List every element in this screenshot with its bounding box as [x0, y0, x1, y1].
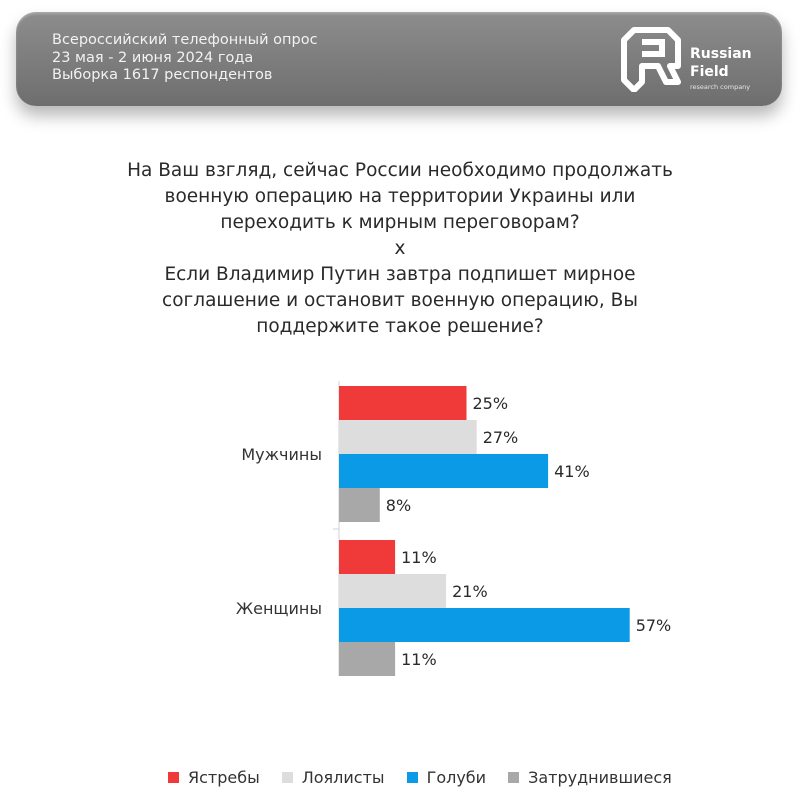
question-line: военную операцию на территории Украины и…	[164, 186, 636, 207]
survey-type: Всероссийский телефонный опрос	[52, 32, 318, 48]
data-label: 21%	[452, 582, 488, 601]
data-label: 8%	[386, 496, 411, 515]
survey-info: Всероссийский телефонный опрос 23 мая - …	[52, 32, 318, 85]
russian-field-logo: Russian Field research company	[620, 26, 770, 92]
question-line: переходить к мирным переговорам?	[220, 212, 580, 233]
legend-label: Лоялисты	[301, 767, 385, 787]
logo-tagline: research company	[690, 83, 751, 91]
survey-header: Всероссийский телефонный опрос 23 мая - …	[16, 12, 782, 106]
legend-item: Голуби	[406, 767, 487, 787]
bar	[339, 488, 380, 522]
category-label: Мужчины	[241, 445, 322, 464]
data-label: 57%	[636, 616, 672, 635]
question-cross-sign: х	[394, 238, 406, 259]
category-label: Женщины	[236, 599, 322, 618]
data-label: 11%	[401, 650, 437, 669]
legend-swatch	[508, 771, 520, 783]
bar-chart: Мужчины 25% 27% 41% 8% Женщины 11% 21% 57% 11%	[236, 381, 672, 676]
bar	[339, 540, 396, 574]
data-label: 11%	[401, 548, 437, 567]
chart-legend: Ястребы Лоялисты Голуби Затруднившиеся	[168, 765, 694, 789]
logo-name-line1: Russian	[690, 46, 752, 62]
legend-label: Ястребы	[188, 767, 260, 787]
bar	[339, 642, 396, 676]
question-line: Если Владимир Путин завтра подпишет мирн…	[164, 264, 636, 285]
legend-swatch	[168, 771, 179, 783]
bar	[339, 608, 630, 642]
data-label: 25%	[473, 394, 509, 413]
legend-item: Затруднившиеся	[508, 768, 672, 787]
data-label: 41%	[554, 462, 590, 481]
logo-name-line2: Field	[690, 64, 729, 80]
bar	[339, 454, 549, 488]
legend-swatch	[406, 771, 418, 783]
survey-sample: Выборка 1617 респондентов	[52, 67, 273, 83]
data-label: 27%	[483, 428, 519, 447]
bar	[339, 574, 447, 608]
question-line: поддержите такое решение?	[256, 316, 544, 337]
legend-item: Лоялисты	[281, 767, 385, 787]
legend-swatch	[281, 771, 293, 783]
survey-dates: 23 мая - 2 июня 2024 года	[52, 49, 254, 66]
bar	[339, 386, 467, 420]
question-line: соглашение и остановит военную операцию,…	[162, 290, 638, 311]
legend-item: Ястребы	[168, 768, 260, 787]
legend-label: Голуби	[426, 767, 487, 787]
question-line: На Ваш взгляд, сейчас России необходимо …	[127, 160, 673, 181]
bar	[339, 420, 477, 454]
survey-question: На Ваш взгляд, сейчас России необходимо …	[60, 158, 740, 340]
legend-label: Затруднившиеся	[528, 767, 672, 787]
rf-logo-icon	[621, 27, 681, 92]
